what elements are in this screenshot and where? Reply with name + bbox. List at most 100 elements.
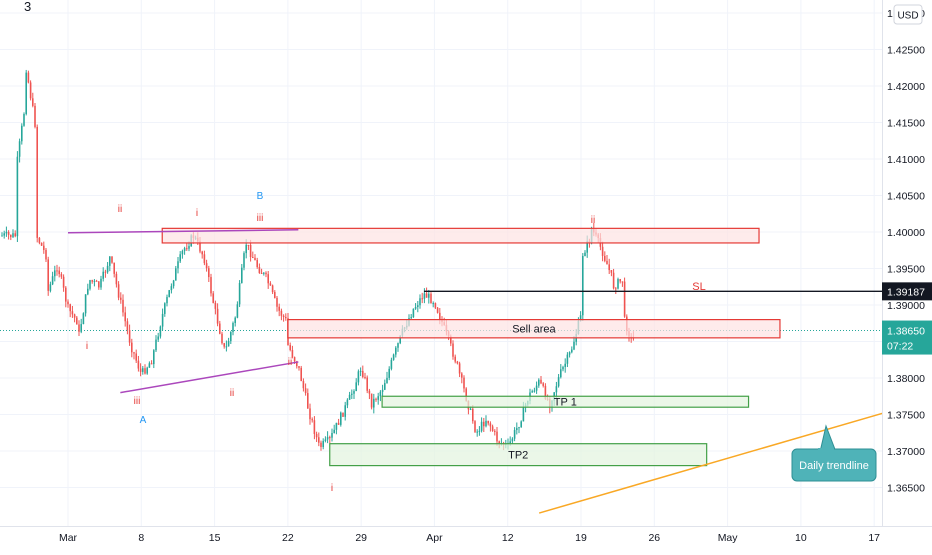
candle xyxy=(100,275,102,290)
candle xyxy=(225,340,228,352)
candle xyxy=(357,369,360,386)
candle xyxy=(76,315,78,325)
candle xyxy=(487,420,489,426)
candle xyxy=(456,360,459,365)
candle xyxy=(326,431,329,444)
candle xyxy=(373,393,375,414)
candle xyxy=(260,268,263,274)
candle xyxy=(60,272,63,279)
candle xyxy=(18,138,21,163)
wave-label: ii xyxy=(288,357,292,368)
price-tick-label: 1.37500 xyxy=(887,410,925,422)
time-tick-label: May xyxy=(718,532,739,544)
candle xyxy=(419,294,421,309)
price-tick-label: 1.42000 xyxy=(887,81,925,93)
zone-tp2[interactable] xyxy=(329,443,708,467)
price-tick-label: 1.37000 xyxy=(887,446,925,458)
candle xyxy=(612,268,615,290)
candle xyxy=(16,151,19,243)
price-tick-label: 1.39000 xyxy=(887,300,925,312)
candle xyxy=(135,349,137,363)
candle xyxy=(278,303,280,317)
candle xyxy=(109,256,111,272)
candle xyxy=(355,378,357,392)
candle xyxy=(564,358,566,373)
candle xyxy=(236,301,239,319)
candle xyxy=(84,294,87,317)
candle xyxy=(621,281,624,287)
last-price-marker: 1.38650 07:22 xyxy=(882,320,932,355)
candle xyxy=(386,371,388,384)
candle xyxy=(463,375,465,393)
candle xyxy=(150,360,153,365)
candle xyxy=(58,266,60,278)
candle xyxy=(170,283,173,294)
last-price-label: 1.38650 xyxy=(887,326,925,338)
candle xyxy=(397,342,399,352)
candle xyxy=(258,263,261,274)
candle xyxy=(216,303,219,327)
candle xyxy=(126,318,129,335)
candle xyxy=(161,308,164,330)
candle xyxy=(474,420,476,434)
time-axis[interactable]: Mar 8 15 22 29 Apr 12 19 26 May 10 17 xyxy=(0,526,932,550)
price-tick-label: 1.40500 xyxy=(887,191,925,203)
wave-label: B xyxy=(257,191,264,202)
daily-trendline-line[interactable] xyxy=(538,402,917,514)
candle xyxy=(436,306,439,314)
candle xyxy=(472,405,474,424)
candle xyxy=(155,335,157,353)
candle xyxy=(25,69,27,116)
candle xyxy=(203,250,206,266)
candle xyxy=(344,401,346,421)
candle xyxy=(476,429,478,437)
candle xyxy=(142,365,144,375)
candle xyxy=(555,381,558,398)
candle xyxy=(166,294,168,307)
candle xyxy=(362,365,364,379)
bar-countdown: 07:22 xyxy=(887,341,913,353)
price-axis[interactable]: 1.430001.425001.420001.415001.410001.405… xyxy=(882,0,932,526)
candle xyxy=(568,351,571,358)
time-tick-label: 10 xyxy=(795,532,807,544)
candle xyxy=(318,432,320,447)
candle xyxy=(313,416,316,440)
candle xyxy=(164,302,166,317)
candle xyxy=(359,367,362,377)
candle xyxy=(388,366,390,381)
candle xyxy=(395,346,397,358)
candle xyxy=(232,321,234,336)
candle xyxy=(375,397,377,402)
candle xyxy=(73,313,76,323)
candle xyxy=(617,277,619,290)
triangle-bottom-line[interactable] xyxy=(120,361,299,394)
candle xyxy=(62,274,65,292)
zone-sell-area[interactable] xyxy=(287,319,781,339)
candle xyxy=(432,301,434,308)
daily-trendline-callout[interactable]: Daily trendline xyxy=(791,424,877,482)
candle xyxy=(494,429,496,436)
candle xyxy=(29,80,32,101)
candle xyxy=(615,286,617,295)
candle xyxy=(168,289,170,298)
zone-supply-top[interactable] xyxy=(161,227,760,244)
currency-button[interactable]: USD xyxy=(893,4,923,25)
candle xyxy=(252,251,254,259)
candle xyxy=(623,277,626,318)
candle xyxy=(122,294,124,317)
candle xyxy=(619,278,621,284)
triangle-top-line[interactable] xyxy=(67,229,299,234)
candle xyxy=(131,338,133,358)
zone-tp-1[interactable] xyxy=(381,395,750,408)
candle xyxy=(392,353,395,361)
time-tick-label: 17 xyxy=(868,532,880,544)
candle xyxy=(157,332,159,342)
candle xyxy=(51,271,54,286)
candle xyxy=(148,361,151,368)
candle xyxy=(478,426,481,436)
candle xyxy=(571,346,573,354)
wave-label: ii xyxy=(230,388,234,399)
candle xyxy=(315,431,318,442)
time-tick-label: Apr xyxy=(426,532,443,544)
